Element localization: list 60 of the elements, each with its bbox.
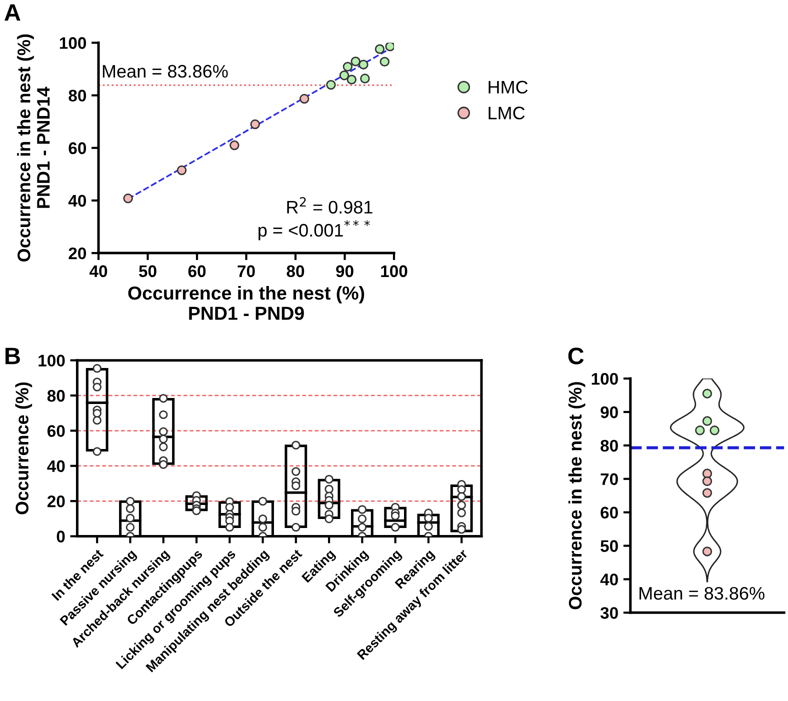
annotation: Mean = 83.86% <box>640 586 764 600</box>
chart-title: A <box>4 4 20 21</box>
point <box>358 60 368 70</box>
point <box>326 80 336 90</box>
point <box>702 416 712 426</box>
x-tick-label: 90 <box>336 265 354 278</box>
point <box>702 388 712 398</box>
legend-label: LMC <box>488 106 525 120</box>
y-tick-label: 30 <box>600 607 618 619</box>
y-tick-label: 80 <box>68 90 86 102</box>
chart-title: B <box>6 348 20 364</box>
x-tick-label: 70 <box>238 265 255 278</box>
point <box>702 488 712 498</box>
y-tick-label: 50 <box>600 540 618 552</box>
point <box>702 476 712 486</box>
y-tick-label: 0 <box>56 530 65 542</box>
annotation: p = <0.001$^{***}$ <box>258 220 370 240</box>
y-tick-label: 40 <box>68 194 86 207</box>
y-axis-title: Occurrence (%) <box>15 382 32 514</box>
x-tick-label: 50 <box>138 265 156 278</box>
y-tick-label: 60 <box>47 425 65 437</box>
annotation: R$^{2}$ = 0.981 <box>287 197 372 214</box>
y-axis-title: Occurrence in the nest (%) <box>568 382 586 610</box>
point <box>230 140 240 150</box>
y-tick-label: 60 <box>68 142 86 154</box>
chart-title: C <box>568 348 584 364</box>
point <box>339 70 350 80</box>
point <box>176 165 187 176</box>
y-tick-label: 90 <box>600 406 618 418</box>
point <box>380 56 390 67</box>
ref-line-label: Mean = 83.86% <box>102 64 228 78</box>
x-tick-label: 80 <box>286 265 304 278</box>
legend-label: HMC <box>488 80 528 94</box>
point <box>385 42 394 52</box>
y-tick-label: 20 <box>68 247 86 260</box>
y-tick-label: 100 <box>60 37 86 49</box>
point <box>710 426 720 436</box>
point <box>360 74 370 84</box>
point <box>250 119 260 130</box>
y-tick-label: 100 <box>592 372 618 385</box>
point <box>342 62 353 72</box>
y-tick-label: 20 <box>47 495 65 508</box>
x-axis-title: Occurrence in the nest (%) PND1 - PND9 <box>128 286 364 320</box>
y-tick-label: 80 <box>47 390 65 402</box>
y-tick-label: 70 <box>600 473 618 486</box>
y-tick-label: 60 <box>600 506 618 519</box>
point <box>695 426 705 436</box>
x-tick-label: 100 <box>381 265 408 278</box>
x-tick-label: 40 <box>89 265 108 278</box>
y-axis-title: Occurrence in the nest (%) PND1 - PND14 <box>17 34 50 262</box>
point <box>374 44 385 54</box>
y-tick-label: 40 <box>47 460 65 472</box>
y-tick-label: 100 <box>38 354 65 367</box>
point <box>702 546 712 556</box>
point <box>346 74 357 84</box>
x-tick-label: 60 <box>188 265 206 278</box>
point <box>123 194 133 204</box>
y-tick-label: 80 <box>600 440 618 452</box>
point <box>350 56 360 66</box>
point <box>300 94 310 104</box>
